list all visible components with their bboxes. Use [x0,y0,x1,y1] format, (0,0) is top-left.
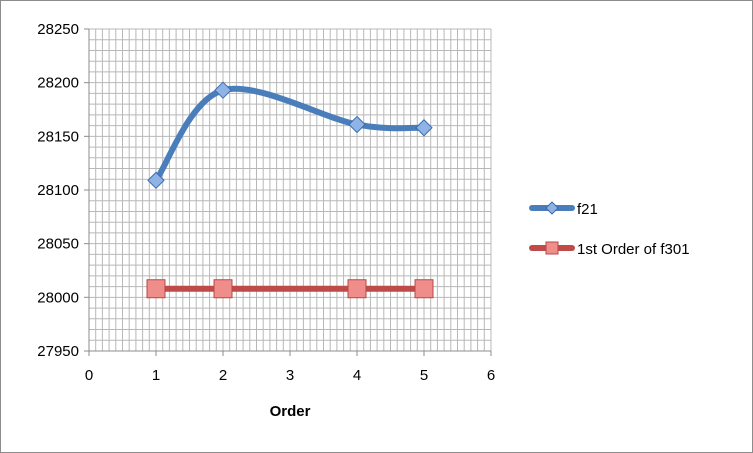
grid [88,28,492,352]
data-point [213,279,233,299]
series-0 [147,81,433,190]
legend-label: 1st Order of f301 [577,241,690,258]
y-tick-label: 28150 [37,128,79,145]
legend-marker [545,241,559,255]
y-tick-label: 28250 [37,21,79,38]
y-tick-label: 28050 [37,236,79,253]
y-tick-label: 28200 [37,75,79,92]
data-point [146,279,166,299]
data-point [348,115,366,134]
legend-entry-0: f21 [529,201,598,218]
y-tick-label: 27950 [37,343,79,360]
series-1 [146,279,434,299]
x-tick-label: 2 [219,367,227,384]
x-tick-label: 1 [152,367,160,384]
x-tick-label: 0 [85,367,93,384]
data-point [214,81,232,99]
data-point [414,279,434,299]
legend-entry-1: 1st Order of f301 [529,241,690,258]
legend-marker [545,201,559,215]
x-tick-label: 3 [286,367,294,384]
x-tick-label: 6 [487,367,495,384]
y-tick-label: 28000 [37,289,79,306]
tick-labels: 27950 28000 28050 28100 28150 28200 28250 0 1 2 3 4… [37,21,495,384]
x-axis-title: Order [270,403,311,420]
data-point [415,119,433,137]
series [146,81,434,299]
legend: f21 1st Order of f301 [529,201,690,258]
data-point [347,279,367,299]
series-line [153,85,427,184]
legend-label: f21 [577,201,598,218]
x-tick-label: 5 [420,367,428,384]
data-point [147,171,165,190]
x-tick-label: 4 [353,367,361,384]
y-tick-label: 28100 [37,182,79,199]
axes [84,29,491,356]
